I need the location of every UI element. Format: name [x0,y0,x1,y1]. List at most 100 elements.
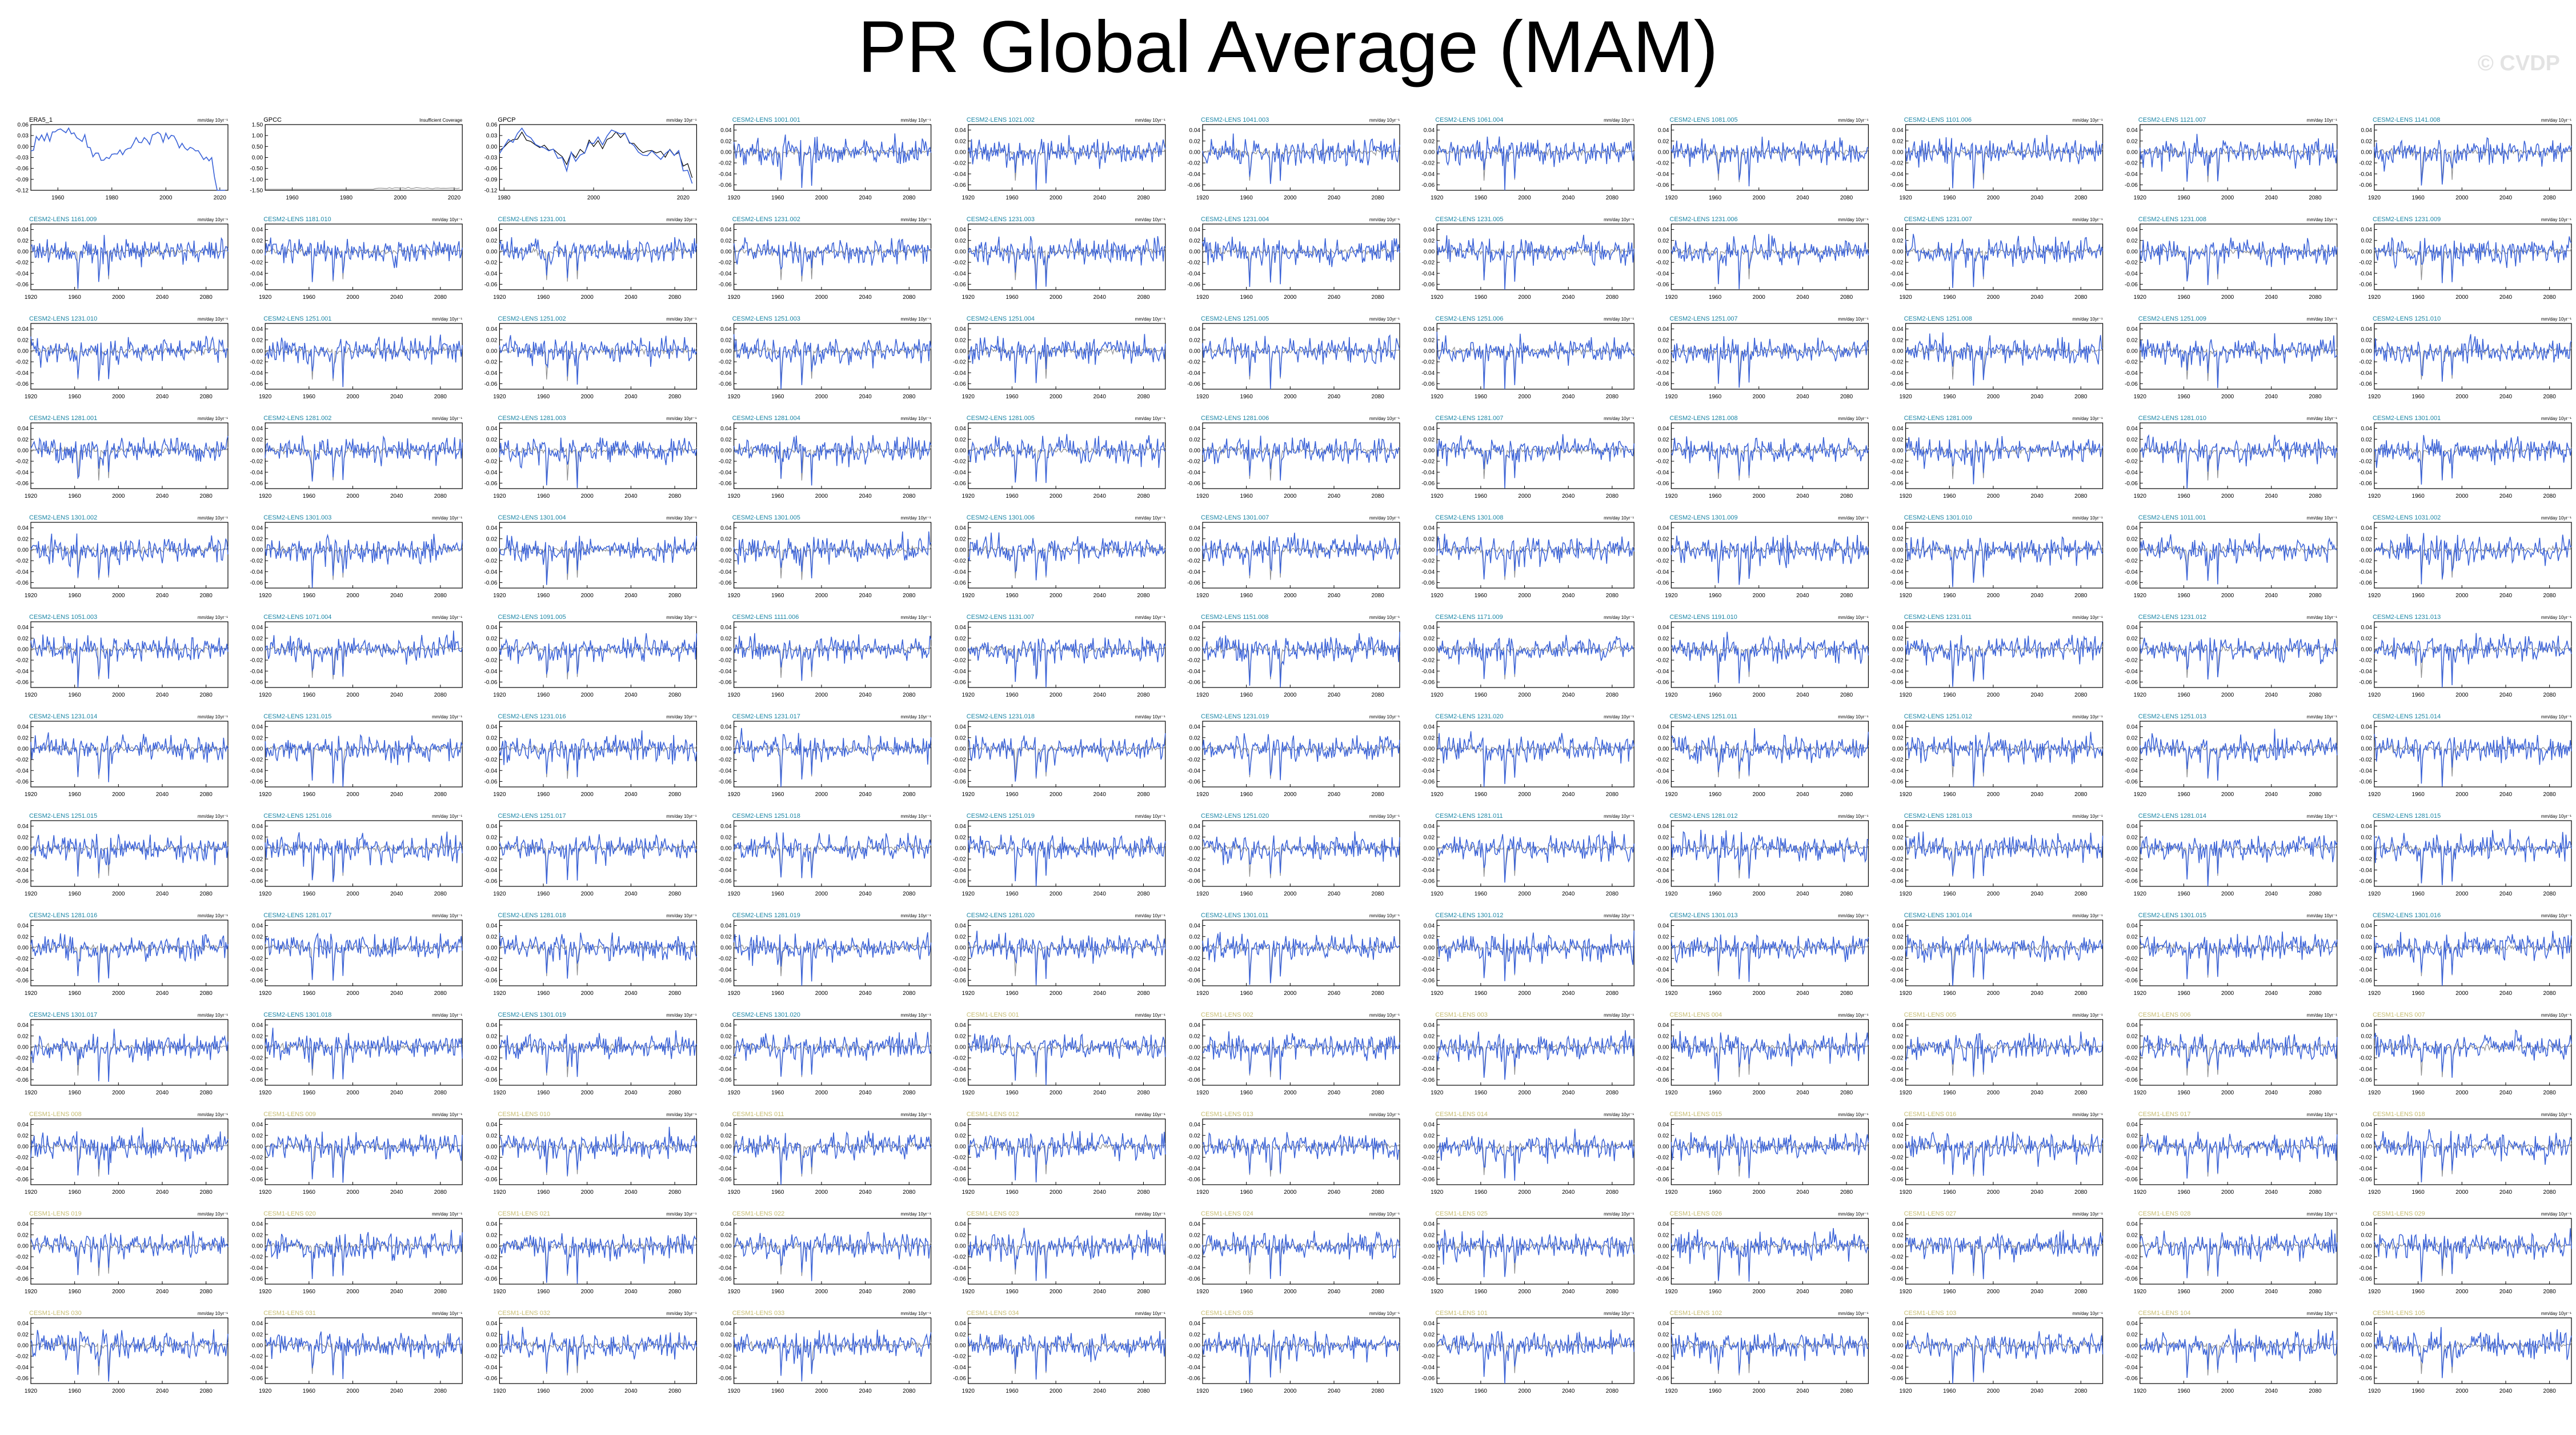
ensemble-mean-line [2140,1241,2338,1276]
x-tick-label: 2040 [2265,1189,2278,1196]
y-tick-label: -0.02 [1656,658,1669,664]
member-line [1436,731,1634,788]
ensemble-mean-line [30,445,229,481]
x-tick-label: 1960 [1240,195,1253,201]
y-tick-label: -0.06 [2359,1177,2372,1183]
x-tick-label: 2080 [903,195,916,201]
x-tick-label: 2080 [668,593,682,599]
y-tick-label: -0.06 [250,1276,263,1282]
y-tick-label: -0.02 [1187,1056,1200,1062]
x-tick-label: 1960 [1709,394,1722,400]
y-tick-label: 0.04 [2126,426,2138,432]
ensemble-mean-line [2374,843,2572,878]
panel-title: CESM1-LENS 011 [732,1111,784,1118]
y-tick-label: 0.00 [2126,249,2138,255]
panel-units: mm/day 10yr⁻¹ [1604,317,1634,322]
y-tick-label: 0.04 [720,1221,732,1228]
plot-frame [1436,721,1634,788]
member-line [2374,1327,2572,1378]
chart-panel: CESM1-LENS 005 mm/day 10yr⁻¹0.040.020.00-… [1890,1012,2104,1096]
panel-title: CESM1-LENS 016 [1904,1111,1957,1118]
y-tick-label: -0.02 [1421,161,1435,167]
chart-panel: CESM2-LENS 1151.008 mm/day 10yr⁻¹0.040.02… [1187,614,1400,698]
member-line [2140,729,2338,781]
x-tick-label: 2000 [1049,990,1063,997]
panel-title: CESM2-LENS 1251.003 [732,315,800,322]
x-tick-label: 2000 [1753,792,1766,798]
x-tick-label: 2040 [859,593,872,599]
y-tick-label: 1.50 [252,122,263,129]
y-tick-label: -0.04 [15,669,29,675]
y-tick-label: -0.02 [2359,359,2372,366]
y-tick-label: -0.02 [1421,558,1435,565]
chart-panel: CESM2-LENS 1161.009 mm/day 10yr⁻¹0.040.02… [15,216,229,301]
y-tick-label: 0.02 [18,934,29,940]
chart-panel: CESM2-LENS 1301.017 mm/day 10yr⁻¹0.040.02… [15,1012,229,1096]
plot-frame [30,124,229,191]
x-tick-label: 1960 [537,692,550,698]
y-tick-label: -0.02 [2125,459,2138,465]
panel-title: CESM2-LENS 1281.019 [732,912,800,919]
plot-frame [2374,920,2572,986]
y-tick-label: 0.00 [955,447,966,454]
y-tick-label: -0.02 [484,359,498,366]
panel-title: CESM2-LENS 1231.009 [2373,216,2441,223]
y-tick-label: 0.02 [1424,536,1435,542]
y-tick-label: 0.04 [1892,724,1904,730]
panel-units: mm/day 10yr⁻¹ [1369,118,1400,123]
x-tick-label: 2080 [2543,792,2557,798]
panel-title: CESM1-LENS 103 [1904,1310,1957,1317]
x-tick-label: 2000 [1518,792,1531,798]
x-tick-label: 2080 [903,692,916,698]
x-tick-label: 2040 [2265,990,2278,997]
x-tick-label: 2080 [200,990,213,997]
panel-units: mm/day 10yr⁻¹ [900,615,931,620]
x-tick-label: 1960 [303,1090,316,1096]
x-tick-label: 1960 [771,493,784,499]
x-tick-label: 2080 [2543,692,2557,698]
x-tick-label: 2080 [1372,891,1385,897]
x-tick-label: 2080 [903,493,916,499]
ensemble-mean-line [1905,843,2104,878]
y-tick-label: 0.02 [720,934,732,940]
x-tick-label: 1960 [303,792,316,798]
chart-panel: CESM2-LENS 1231.002 mm/day 10yr⁻¹0.040.02… [719,216,932,301]
member-line [499,633,698,674]
x-tick-label: 2000 [581,1289,594,1295]
x-tick-label: 2080 [1137,294,1150,301]
x-tick-label: 1920 [2134,593,2147,599]
member-line [1671,728,1869,776]
x-tick-label: 2040 [2499,195,2513,201]
x-tick-label: 2080 [2074,493,2088,499]
panel-title: CESM1-LENS 020 [263,1210,316,1217]
y-tick-label: 0.04 [18,625,29,631]
plot-frame [1905,422,2104,489]
x-tick-label: 1920 [259,792,272,798]
chart-panel: CESM2-LENS 1301.011 mm/day 10yr⁻¹0.040.02… [1187,912,1400,997]
y-tick-label: -0.04 [1421,1166,1435,1172]
x-tick-label: 1920 [1431,891,1444,897]
y-tick-label: 0.02 [2361,138,2373,145]
panel-units: mm/day 10yr⁻¹ [1369,714,1400,720]
panel-units: mm/day 10yr⁻¹ [432,814,462,819]
y-tick-label: -0.06 [1421,1276,1435,1282]
panel-title: CESM2-LENS 1251.017 [498,813,566,820]
chart-panel: CESM1-LENS 023 mm/day 10yr⁻¹0.040.020.00-… [953,1210,1166,1295]
chart-panel: CESM2-LENS 1251.003 mm/day 10yr⁻¹0.040.02… [719,315,932,400]
y-tick-label: 0.03 [18,133,29,139]
x-tick-label: 1960 [1240,294,1253,301]
x-tick-label: 2040 [1562,195,1575,201]
x-tick-label: 2080 [200,493,213,499]
panel-title: CESM2-LENS 1231.014 [29,713,97,720]
chart-panel: CESM1-LENS 034 mm/day 10yr⁻¹0.040.020.00-… [953,1310,1166,1394]
member-line [499,535,698,585]
chart-panel: CESM2-LENS 1301.001 mm/day 10yr⁻¹0.040.02… [2359,415,2572,499]
y-tick-label: -0.04 [1187,470,1200,476]
plot-frame [2140,1019,2338,1086]
y-tick-label: 0.02 [2126,536,2138,542]
member-line [733,832,932,878]
x-tick-label: 1960 [2177,394,2190,400]
panel-title: CESM1-LENS 105 [2373,1310,2425,1317]
panel-units: mm/day 10yr⁻¹ [900,416,931,421]
panel-title: CESM1-LENS 026 [1669,1210,1722,1217]
